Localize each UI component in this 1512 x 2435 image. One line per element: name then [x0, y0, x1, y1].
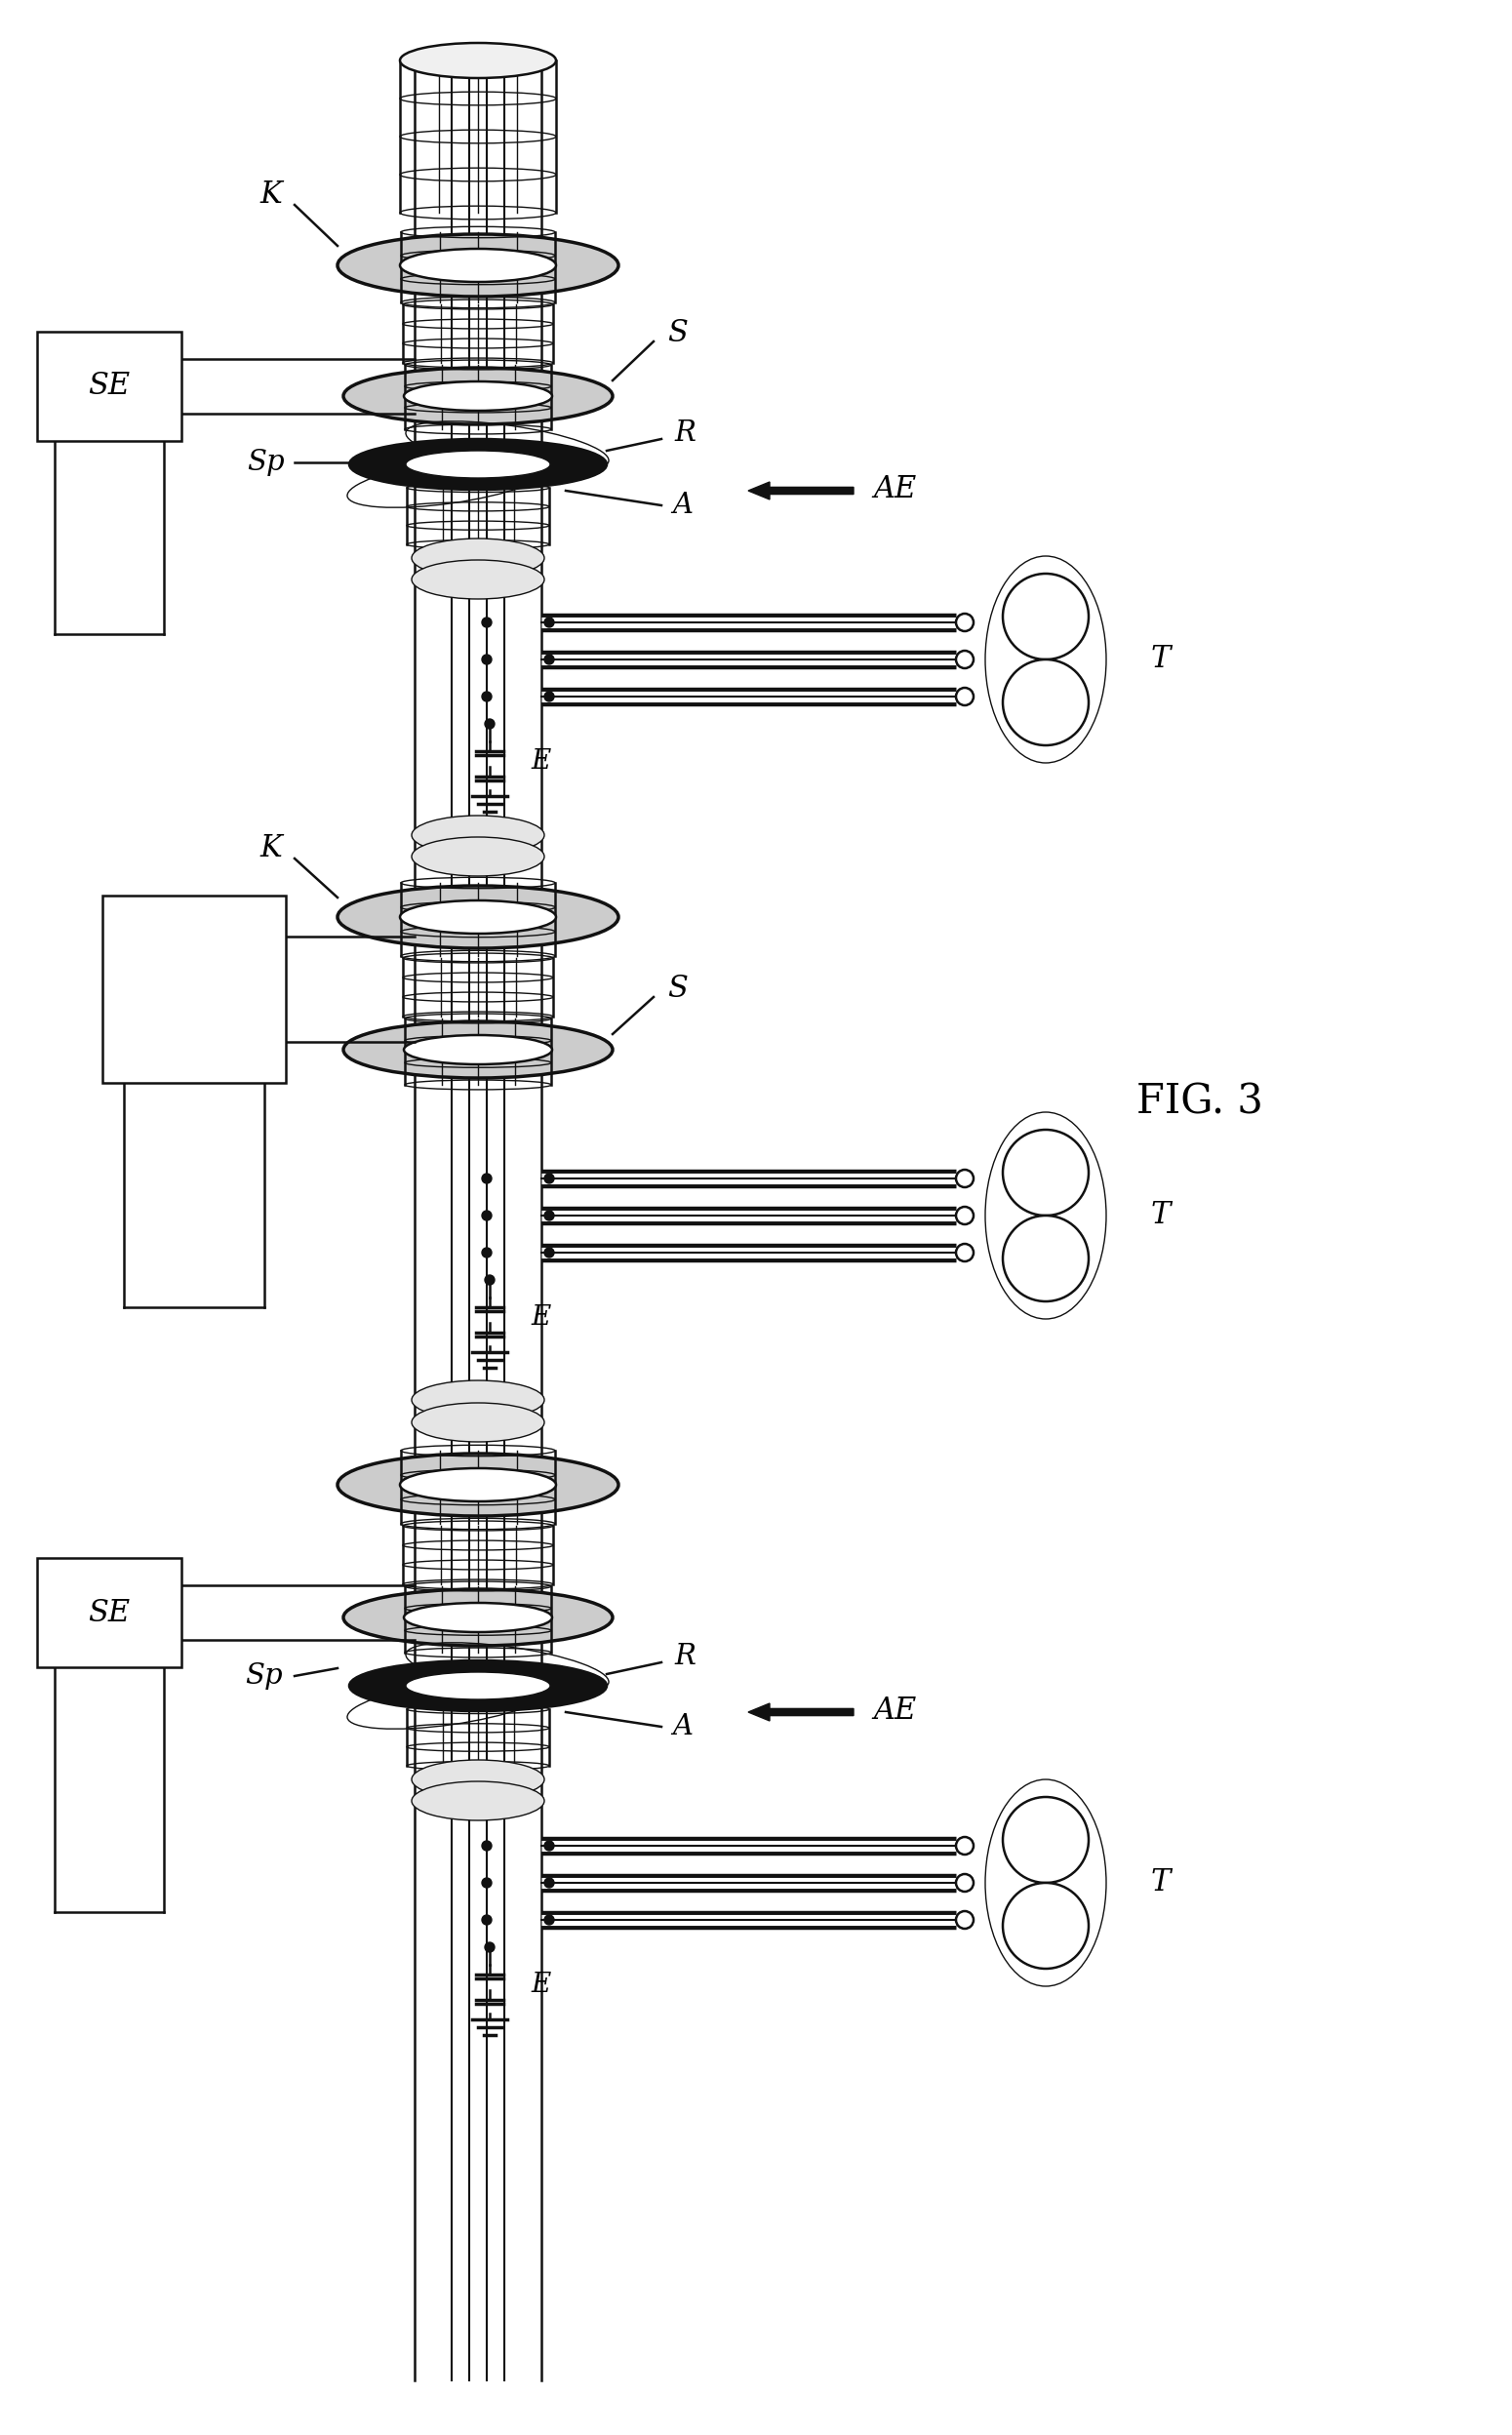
Ellipse shape: [401, 1468, 556, 1502]
Ellipse shape: [411, 538, 544, 577]
Text: S: S: [668, 974, 688, 1003]
Ellipse shape: [401, 901, 556, 933]
Circle shape: [482, 1247, 491, 1256]
Ellipse shape: [411, 1782, 544, 1821]
Text: Sp: Sp: [245, 1663, 283, 1690]
Bar: [38, 1558, 181, 1668]
Circle shape: [956, 1169, 974, 1188]
Circle shape: [956, 1244, 974, 1261]
Ellipse shape: [401, 44, 556, 78]
Ellipse shape: [337, 886, 618, 947]
Ellipse shape: [404, 1602, 552, 1631]
Circle shape: [544, 1174, 553, 1183]
Ellipse shape: [337, 1454, 618, 1517]
Text: A: A: [673, 1714, 692, 1741]
Circle shape: [1002, 1797, 1089, 1882]
Circle shape: [1002, 1130, 1089, 1215]
Circle shape: [482, 1210, 491, 1220]
Circle shape: [482, 1914, 491, 1924]
Text: E: E: [531, 1303, 550, 1330]
Text: K: K: [260, 180, 283, 209]
Circle shape: [544, 1841, 553, 1851]
Circle shape: [1002, 575, 1089, 660]
Circle shape: [956, 614, 974, 631]
Bar: [103, 896, 286, 1084]
Text: SE: SE: [88, 1597, 130, 1627]
Ellipse shape: [411, 560, 544, 599]
Ellipse shape: [343, 1020, 612, 1079]
Text: FIG. 3: FIG. 3: [1137, 1081, 1263, 1123]
Ellipse shape: [349, 1661, 606, 1712]
FancyArrow shape: [748, 1704, 854, 1722]
Circle shape: [485, 1943, 494, 1953]
Text: T: T: [1151, 645, 1170, 674]
Circle shape: [544, 618, 553, 628]
Ellipse shape: [401, 248, 556, 282]
Ellipse shape: [411, 1761, 544, 1799]
Circle shape: [482, 655, 491, 665]
Circle shape: [482, 1174, 491, 1183]
Text: A: A: [673, 492, 692, 519]
Ellipse shape: [405, 450, 550, 477]
Ellipse shape: [349, 438, 606, 489]
Ellipse shape: [343, 368, 612, 424]
Circle shape: [544, 655, 553, 665]
Circle shape: [482, 692, 491, 701]
Text: E: E: [531, 1970, 550, 1997]
Ellipse shape: [411, 838, 544, 877]
Circle shape: [956, 1875, 974, 1892]
Ellipse shape: [404, 382, 552, 412]
Circle shape: [956, 650, 974, 667]
Circle shape: [482, 1841, 491, 1851]
Circle shape: [482, 618, 491, 628]
Circle shape: [544, 1877, 553, 1887]
Text: K: K: [260, 833, 283, 864]
Circle shape: [956, 1911, 974, 1929]
Text: S: S: [668, 319, 688, 348]
Text: T: T: [1151, 1200, 1170, 1230]
Ellipse shape: [411, 1381, 544, 1420]
Text: R: R: [674, 1644, 696, 1670]
Text: Sp: Sp: [246, 448, 284, 477]
Circle shape: [956, 687, 974, 706]
Ellipse shape: [337, 234, 618, 297]
Circle shape: [956, 1208, 974, 1225]
Circle shape: [544, 1914, 553, 1924]
Circle shape: [485, 1276, 494, 1286]
Circle shape: [485, 718, 494, 728]
Text: SE: SE: [88, 370, 130, 402]
Text: AE: AE: [872, 1695, 916, 1726]
Circle shape: [544, 1210, 553, 1220]
FancyArrow shape: [748, 482, 854, 499]
Text: T: T: [1151, 1868, 1170, 1897]
Circle shape: [1002, 660, 1089, 745]
Ellipse shape: [404, 1035, 552, 1064]
Circle shape: [1002, 1882, 1089, 1967]
Ellipse shape: [405, 1673, 550, 1700]
Circle shape: [956, 1836, 974, 1855]
Text: E: E: [531, 748, 550, 774]
Circle shape: [482, 1877, 491, 1887]
Circle shape: [1002, 1215, 1089, 1300]
Bar: [38, 331, 181, 441]
Ellipse shape: [411, 816, 544, 855]
Circle shape: [544, 692, 553, 701]
Ellipse shape: [343, 1590, 612, 1646]
Text: AE: AE: [872, 475, 916, 504]
Circle shape: [544, 1247, 553, 1256]
Ellipse shape: [411, 1403, 544, 1442]
Text: R: R: [674, 419, 696, 446]
